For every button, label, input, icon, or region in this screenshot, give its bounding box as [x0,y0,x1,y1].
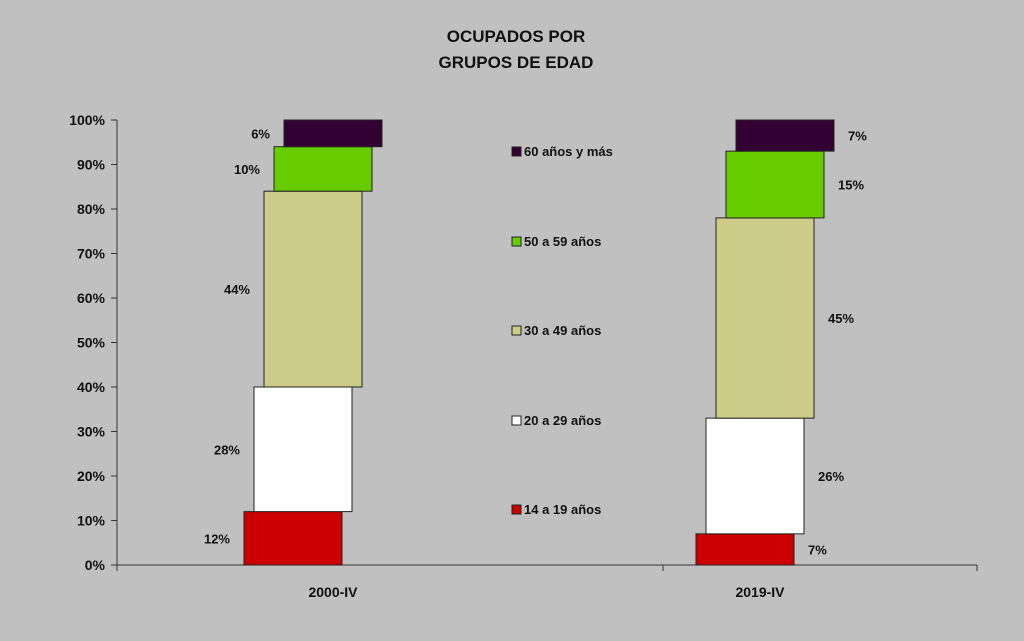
bar-data-label: 7% [808,542,827,557]
bar-data-label: 7% [848,129,867,144]
y-tick-label: 50% [77,335,106,351]
legend-label: 30 a 49 años [524,323,601,338]
legend-swatch [511,325,522,336]
y-tick-label: 80% [77,201,106,217]
bar-data-label: 15% [838,178,864,193]
x-category-label: 2000-IV [308,584,358,600]
y-tick-label: 100% [69,112,105,128]
legend-swatch [511,415,522,426]
bar-segment [705,417,805,535]
y-tick-label: 10% [77,513,106,529]
bar-data-label: 6% [251,126,270,141]
y-tick-label: 20% [77,468,106,484]
legend: 60 años y más 50 a 59 años 30 a 49 años 20 … [511,144,613,517]
bar-segment [695,533,795,566]
bar-data-label: 44% [224,282,250,297]
bar-data-label: 26% [818,469,844,484]
y-axis: 0% 10% 20% 30% 40% 50% 60% 70% 80% 90% 100% [69,112,118,573]
bar-segment [725,150,825,219]
data-labels: 12% 28% 44% 10% 6% 7% 26% 45% 15% 7% [204,126,867,557]
bar-segment [283,119,383,148]
legend-label: 20 a 29 años [524,413,601,428]
bar-segment [715,217,815,419]
bars [243,119,835,566]
legend-label: 60 años y más [524,144,613,159]
y-tick-label: 40% [77,379,106,395]
legend-label: 50 a 59 años [524,234,601,249]
chart-title-line-1: OCUPADOS POR [447,27,586,46]
bar-segment [263,190,363,388]
y-tick-label: 0% [85,557,106,573]
x-category-label: 2019-IV [735,584,785,600]
bar-segment [735,119,835,152]
y-tick-label: 30% [77,424,106,440]
y-tick-label: 90% [77,157,106,173]
legend-swatch [511,504,522,515]
bar-data-label: 45% [828,311,854,326]
y-tick-label: 60% [77,290,106,306]
chart-title-line-2: GRUPOS DE EDAD [439,53,594,72]
bar-segment [253,386,353,513]
bar-data-label: 28% [214,442,240,457]
y-tick-label: 70% [77,246,106,262]
legend-label: 14 a 19 años [524,502,601,517]
bar-data-label: 10% [234,162,260,177]
bar-segment [273,146,373,192]
x-axis: 2000-IV 2019-IV [116,564,978,600]
legend-swatch [511,236,522,247]
legend-swatch [511,146,522,157]
bar-data-label: 12% [204,531,230,546]
bar-segment [243,511,343,566]
